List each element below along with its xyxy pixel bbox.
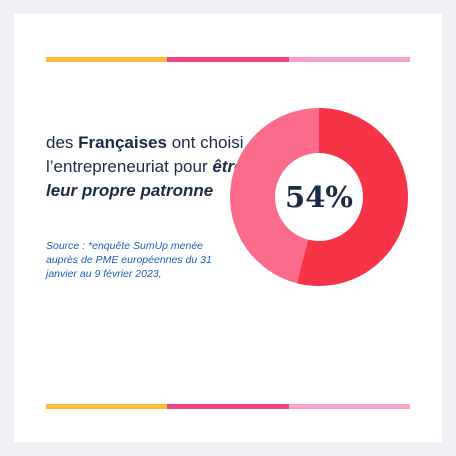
headline-bold-1: Françaises (78, 133, 167, 152)
source-label: Source : (46, 240, 89, 252)
stripe-segment-yellow (46, 57, 168, 62)
stripe-segment-light-pink (288, 404, 410, 409)
source-note: Source : *enquête SumUp menée auprès de … (46, 239, 231, 281)
donut-chart-svg (229, 108, 408, 286)
donut-slice-2 (229, 108, 319, 284)
headline-text: des Françaises ont choisi l’entrepreneur… (46, 131, 256, 203)
bottom-color-stripe (46, 404, 410, 409)
headline-part-1: des (46, 133, 79, 152)
stripe-segment-pink (167, 57, 289, 62)
stripe-segment-light-pink (288, 57, 410, 62)
donut-slice-1 (296, 108, 408, 286)
stripe-segment-pink (167, 404, 289, 409)
source-text: *enquête SumUp menée auprès de PME europ… (46, 240, 212, 280)
stripe-segment-yellow (46, 404, 168, 409)
headline-part-2: ont choisi l’entrepreneuriat pour (46, 133, 244, 176)
top-color-stripe (46, 57, 410, 62)
donut-chart: 54% (228, 106, 410, 288)
